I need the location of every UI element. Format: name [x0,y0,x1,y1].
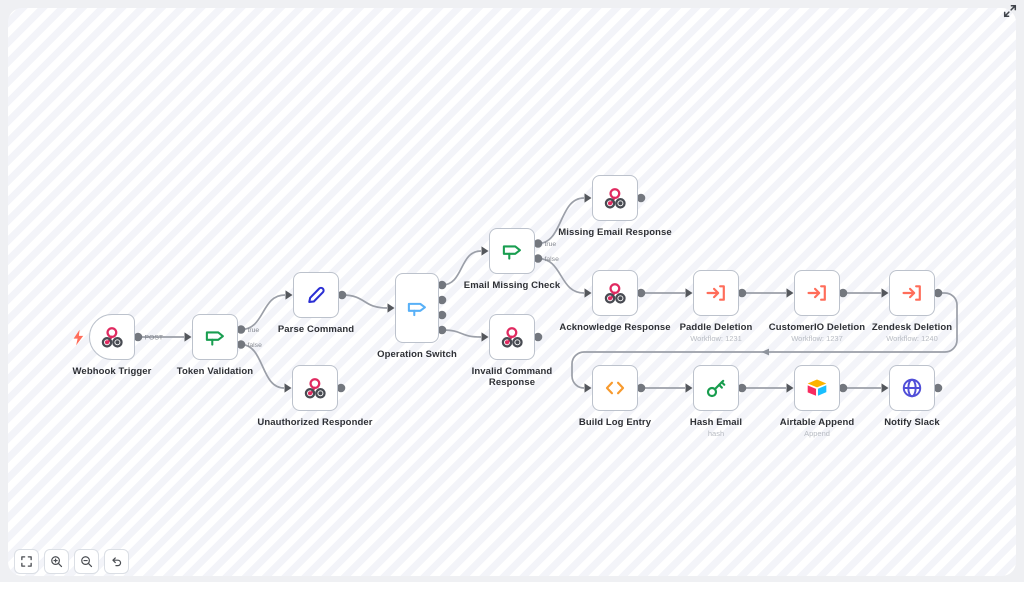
airtable-icon [804,375,830,401]
undo-button[interactable] [104,549,129,574]
node-sublabel: Append [804,429,830,438]
node-customerio-deletion[interactable] [794,270,840,316]
node-label: Email Missing Check [463,280,561,291]
execute-workflow-icon [899,280,925,306]
node-sublabel: Workflow: 1237 [791,334,843,343]
node-label: Unauthorized Responder [257,417,373,428]
expand-icon [1003,4,1017,18]
webhook-icon [602,185,628,211]
node-zendesk-deletion[interactable] [889,270,935,316]
execute-workflow-icon [703,280,729,306]
node-paddle-deletion[interactable] [693,270,739,316]
zoom-in-button[interactable] [44,549,69,574]
node-airtable-append[interactable] [794,365,840,411]
node-label: CustomerIO Deletion [768,322,866,333]
switch-icon [404,295,430,321]
node-label: Zendesk Deletion [871,322,953,333]
canvas-toolbar [14,549,129,574]
node-unauthorized-responder[interactable] [292,365,338,411]
zoom-out-icon [80,555,93,568]
node-hash-email[interactable] [693,365,739,411]
node-label: Parse Command [277,324,355,335]
node-parse-command[interactable] [293,272,339,318]
zoom-in-icon [50,555,63,568]
node-label: Missing Email Response [558,227,672,238]
node-webhook-trigger[interactable] [89,314,135,360]
webhook-icon [302,375,328,401]
expand-button[interactable] [1003,4,1017,18]
node-build-log-entry[interactable] [592,365,638,411]
execute-workflow-icon [804,280,830,306]
workflow-canvas[interactable] [8,8,1016,576]
node-invalid-command-response[interactable] [489,314,535,360]
webhook-icon [99,324,125,350]
node-email-missing-check[interactable] [489,228,535,274]
webhook-icon [602,280,628,306]
node-sublabel: Workflow: 1240 [886,334,938,343]
node-label: Notify Slack [884,417,940,428]
node-label: Invalid Command Response [471,366,553,389]
node-label: Token Validation [176,366,254,377]
webhook-icon [499,324,525,350]
node-label: Build Log Entry [578,417,652,428]
pencil-icon [303,282,329,308]
fit-view-icon [20,555,33,568]
node-token-validation[interactable] [192,314,238,360]
node-operation-switch[interactable] [395,273,439,343]
globe-icon [899,375,925,401]
fit-view-button[interactable] [14,549,39,574]
node-acknowledge-response[interactable] [592,270,638,316]
node-label: Operation Switch [377,349,457,360]
trigger-lightning-icon [71,329,86,346]
if-icon [202,324,228,350]
node-label: Hash Email [689,417,743,428]
node-sublabel: hash [707,429,725,438]
if-icon [499,238,525,264]
node-label: Airtable Append [779,417,855,428]
node-notify-slack[interactable] [889,365,935,411]
node-sublabel: Workflow: 1231 [690,334,742,343]
key-icon [703,375,729,401]
node-missing-email-response[interactable] [592,175,638,221]
node-label: Webhook Trigger [72,366,152,377]
canvas-frame [0,0,1024,582]
undo-icon [110,555,123,568]
zoom-out-button[interactable] [74,549,99,574]
node-label: Paddle Deletion [679,322,753,333]
code-icon [602,375,628,401]
node-label: Acknowledge Response [559,322,671,333]
